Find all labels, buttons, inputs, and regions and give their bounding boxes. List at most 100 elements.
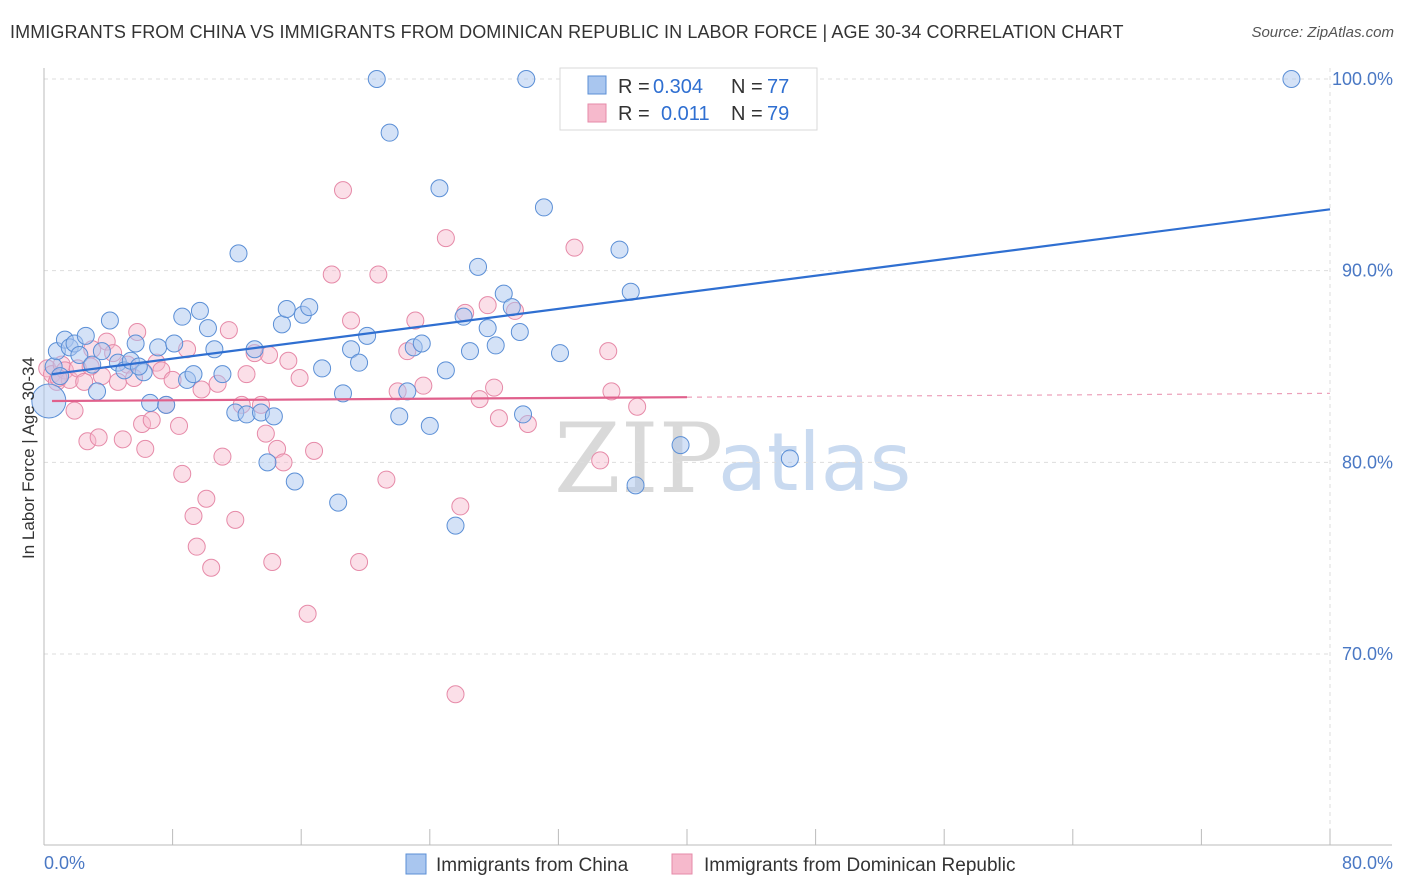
dominican-point [279,351,298,370]
dominican-point [485,378,504,397]
dominican-point [369,265,388,284]
china-point [141,393,160,412]
dominican-point [263,553,282,571]
china-point [412,334,431,353]
dominican-point [305,441,324,460]
legend-china-r-value: 0.304 [653,76,703,98]
china-point [184,365,203,384]
trend-lines [51,208,1331,403]
china-point [342,340,361,359]
china-point [126,334,145,353]
china-point [165,334,184,353]
china-point [213,365,232,384]
dominican-point [565,238,584,257]
dominican-point [342,311,361,330]
dominican-point [89,428,108,447]
dominican-point [489,409,508,428]
china-point [300,298,319,317]
china-point [460,342,479,361]
dominican-point [237,365,256,384]
china-point [486,336,505,355]
china-point [205,340,224,359]
china-point [551,344,570,363]
china-points [31,70,1301,535]
dominican-point [602,382,621,401]
china-point [494,284,513,303]
china-point [313,359,332,378]
china-point [517,70,536,88]
axes [43,68,1392,846]
dominican-point [142,411,161,430]
china-trend-line [51,208,1331,376]
china-point [478,319,497,338]
legend-china-r-label: R = [618,76,650,98]
dominican-point [628,397,647,416]
bottom-legend: Immigrants from China Immigrants from Do… [405,853,1016,876]
dominican-point [65,401,84,420]
dominican-point [256,424,275,443]
legend-dominican-r-label: R = [618,103,650,125]
dominican-point [136,439,155,458]
dominican-point [78,432,97,451]
dominican-point [322,265,341,284]
china-point [100,311,119,330]
dominican-point [133,415,152,433]
dominican-point [192,380,211,399]
dominican-point [113,430,132,449]
china-point [610,240,629,259]
dominican-trend-line-extension [686,392,1331,398]
china-point [350,353,369,372]
dominican-point [436,229,455,248]
legend-dominican-swatch [587,103,607,123]
china-point [229,244,248,263]
china-point [390,407,409,426]
legend-dominican-n-value: 79 [767,103,789,125]
china-point [367,70,386,88]
legend-dominican-r-value: 0.011 [661,103,710,125]
dominican-trend-line [52,396,688,403]
china-point [149,338,168,357]
bottom-legend-china-swatch [405,853,427,875]
china-point [285,472,304,491]
china-point [380,123,399,142]
china-point [436,361,455,380]
bottom-legend-china-label: Immigrants from China [436,855,629,876]
dominican-point [173,464,192,483]
x-tick-label-min: 0.0% [44,853,85,873]
china-point [333,384,352,403]
dominican-point [446,685,465,704]
china-point [514,405,533,424]
china-point [129,357,148,376]
chart-title: IMMIGRANTS FROM CHINA VS IMMIGRANTS FROM… [10,22,1124,42]
china-point [70,346,89,364]
china-point [420,416,439,435]
china-point [358,326,377,345]
dominican-point [202,558,221,577]
dominican-point [478,296,497,315]
dominican-point [75,372,94,391]
china-point [329,493,348,512]
bottom-legend-dominican-label: Immigrants from Dominican Republic [704,855,1016,876]
dominican-point [406,311,425,330]
china-point [198,319,217,338]
dominican-point [414,376,433,395]
dominican-point [274,453,293,472]
x-tick-label-max: 80.0% [1342,853,1393,873]
dominican-point [599,342,618,361]
china-point [173,307,192,326]
dominican-point [451,497,470,516]
china-point [671,436,690,455]
dominican-point [184,507,203,525]
china-point [780,449,799,468]
china-point [430,179,449,198]
y-tick-labels: 70.0% 80.0% 90.0% 100.0% [1332,69,1393,664]
china-point [190,301,209,320]
dominican-point [350,553,369,571]
china-point [510,323,529,341]
y-tick-label: 90.0% [1342,261,1393,281]
china-point [264,407,283,426]
china-point [534,198,553,217]
dominican-point [333,181,352,200]
y-tick-label: 100.0% [1332,69,1393,89]
